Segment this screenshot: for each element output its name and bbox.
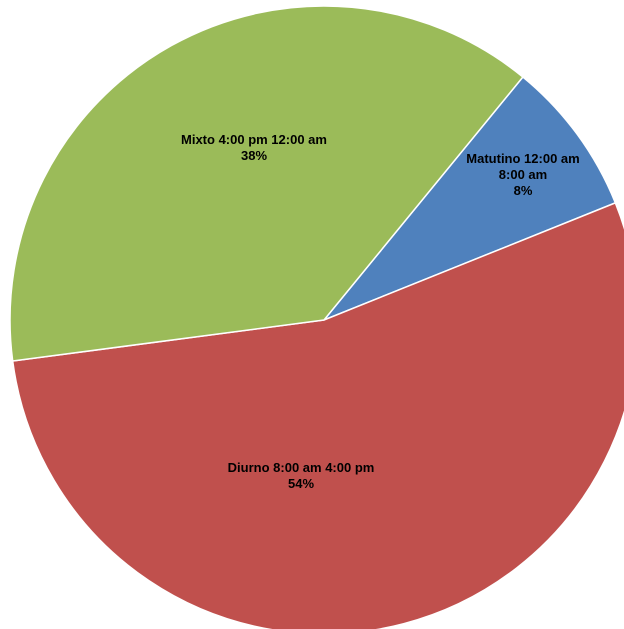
slice-label-3: Mixto 4:00 pm 12:00 am 38% [181, 132, 327, 163]
pie-labels: Matutino 12:00 am 8:00 am 8% Diurno 8:00 am… [181, 132, 580, 491]
pie-slice-3 [9, 5, 524, 362]
slice-label-line: Diurno 8:00 am 4:00 pm [228, 460, 375, 475]
pie-slice-1 [323, 76, 617, 321]
slice-percent-3: 38% [241, 148, 267, 163]
slice-percent-2: 54% [288, 476, 314, 491]
slice-label-2: Diurno 8:00 am 4:00 pm 54% [228, 460, 375, 491]
slice-label-line: 8:00 am [499, 167, 547, 182]
slice-percent-1: 8% [514, 183, 533, 198]
slice-label-1: Matutino 12:00 am 8:00 am 8% [466, 151, 579, 198]
pie-slice-2 [11, 202, 624, 629]
slice-label-line: Matutino 12:00 am [466, 151, 579, 166]
slice-label-line: Mixto 4:00 pm 12:00 am [181, 132, 327, 147]
pie-slices [9, 5, 624, 629]
